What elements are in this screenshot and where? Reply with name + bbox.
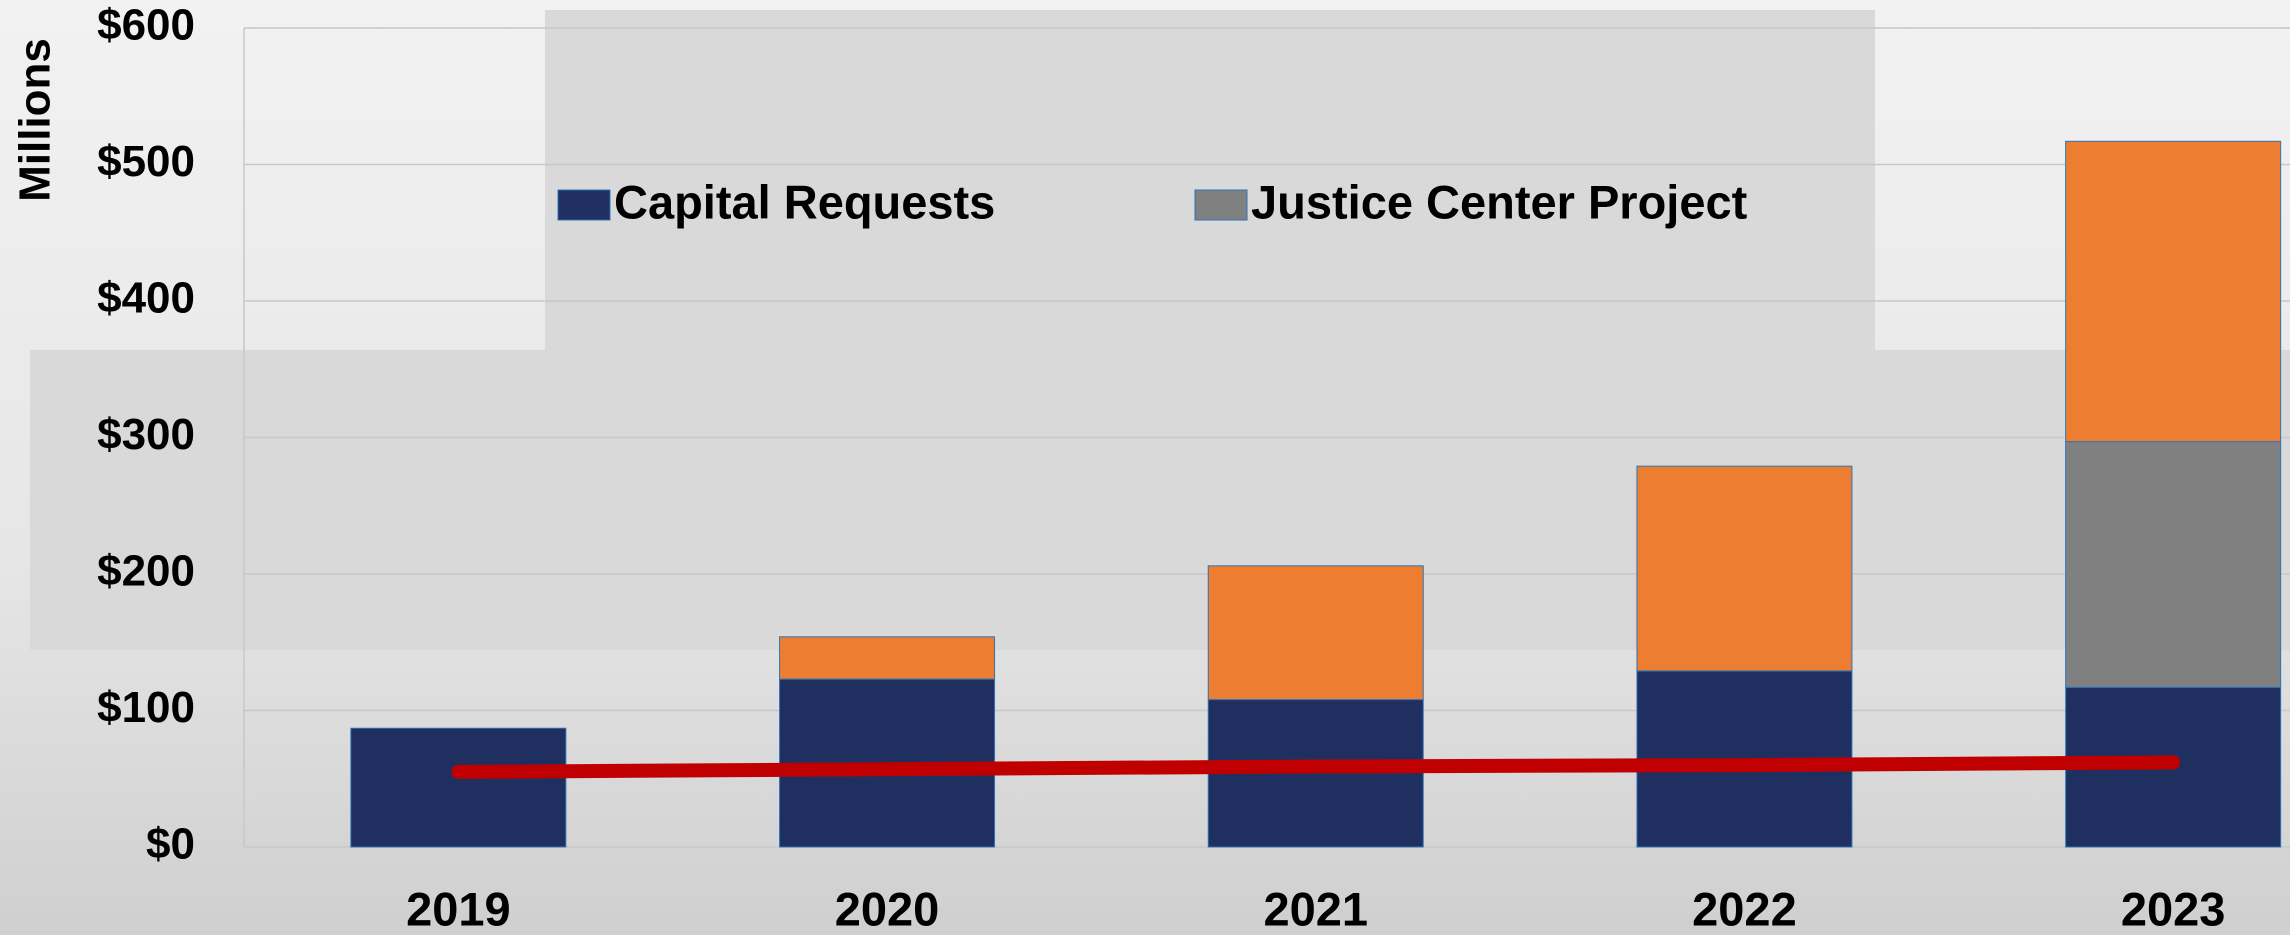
- y-tick-label: $300: [97, 410, 195, 459]
- x-tick-label: 2022: [1692, 882, 1797, 935]
- y-axis-title: Millions: [11, 38, 60, 202]
- bar-segment: [2066, 141, 2281, 441]
- y-tick-label: $600: [97, 1, 195, 50]
- bar-segment: [351, 728, 566, 847]
- x-tick-label: 2020: [835, 882, 940, 935]
- y-tick-label: $100: [97, 683, 195, 732]
- y-tick-label: $500: [97, 137, 195, 186]
- x-tick-label: 2023: [2121, 882, 2226, 935]
- trend-line: [458, 762, 2173, 772]
- x-tick-label: 2021: [1263, 882, 1368, 935]
- y-tick-label: $400: [97, 274, 195, 323]
- bar-segment: [1637, 466, 1852, 671]
- bar-segment: [780, 637, 995, 679]
- legend-label: Capital Requests: [614, 175, 995, 228]
- legend-swatch: [558, 190, 610, 220]
- page: Millions $0 $100 $200 $300 $400 $500 $600 2019 2…: [0, 0, 2290, 935]
- legend-label: Justice Center Project: [1251, 175, 1748, 228]
- bar-segment: [1208, 566, 1423, 700]
- bar-segment: [2066, 442, 2281, 688]
- y-tick-label: $0: [146, 820, 195, 869]
- x-tick-label: 2019: [406, 882, 511, 935]
- legend-swatch: [1195, 190, 1247, 220]
- chart: Millions $0 $100 $200 $300 $400 $500 $600 2019 2…: [0, 0, 2290, 935]
- y-tick-label: $200: [97, 547, 195, 596]
